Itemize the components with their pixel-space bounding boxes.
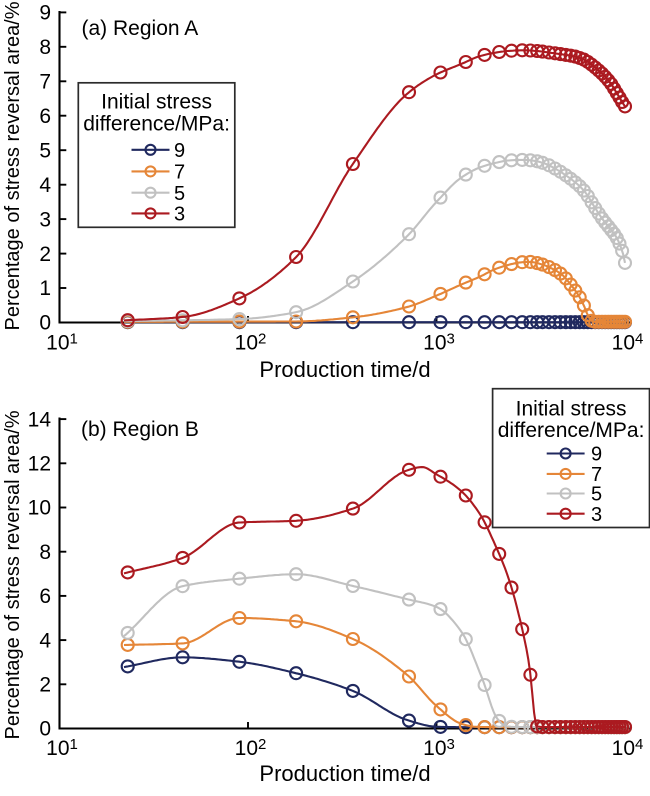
svg-text:5: 5 <box>591 484 602 506</box>
svg-text:4: 4 <box>39 629 51 652</box>
svg-text:Percentage of stress reversal: Percentage of stress reversal area/% <box>2 410 24 739</box>
svg-text:2: 2 <box>39 674 51 697</box>
svg-text:8: 8 <box>39 36 51 59</box>
svg-text:9: 9 <box>174 140 185 162</box>
svg-text:101: 101 <box>46 331 78 355</box>
svg-text:2: 2 <box>39 243 51 266</box>
svg-text:8: 8 <box>39 541 51 564</box>
svg-text:0: 0 <box>39 718 51 741</box>
svg-text:5: 5 <box>39 139 51 162</box>
svg-text:3: 3 <box>174 204 185 226</box>
svg-text:Initial stress: Initial stress <box>101 91 212 114</box>
svg-text:5: 5 <box>174 183 185 205</box>
svg-text:14: 14 <box>28 408 52 431</box>
svg-text:7: 7 <box>591 464 602 486</box>
svg-text:Initial stress: Initial stress <box>516 398 627 421</box>
svg-text:4: 4 <box>39 174 51 197</box>
svg-text:9: 9 <box>39 2 51 25</box>
svg-text:Production time/d: Production time/d <box>259 357 430 382</box>
svg-text:6: 6 <box>39 585 51 608</box>
svg-text:9: 9 <box>591 444 602 466</box>
svg-text:Production time/d: Production time/d <box>259 761 430 786</box>
svg-text:(b) Region B: (b) Region B <box>81 418 199 441</box>
svg-text:(a) Region A: (a) Region A <box>82 17 199 40</box>
svg-text:12: 12 <box>28 453 51 476</box>
svg-text:10: 10 <box>28 497 51 520</box>
svg-text:103: 103 <box>423 331 455 355</box>
svg-text:1: 1 <box>39 277 51 300</box>
svg-text:difference/MPa:: difference/MPa: <box>83 113 230 136</box>
svg-text:7: 7 <box>174 162 185 184</box>
svg-text:6: 6 <box>39 105 51 128</box>
svg-text:104: 104 <box>612 736 644 760</box>
svg-text:Percentage of stress reversal: Percentage of stress reversal area/% <box>2 1 24 330</box>
svg-text:difference/MPa:: difference/MPa: <box>498 419 645 442</box>
svg-text:3: 3 <box>591 504 602 526</box>
svg-text:0: 0 <box>39 312 51 335</box>
svg-text:7: 7 <box>39 71 51 94</box>
svg-text:3: 3 <box>39 208 51 231</box>
